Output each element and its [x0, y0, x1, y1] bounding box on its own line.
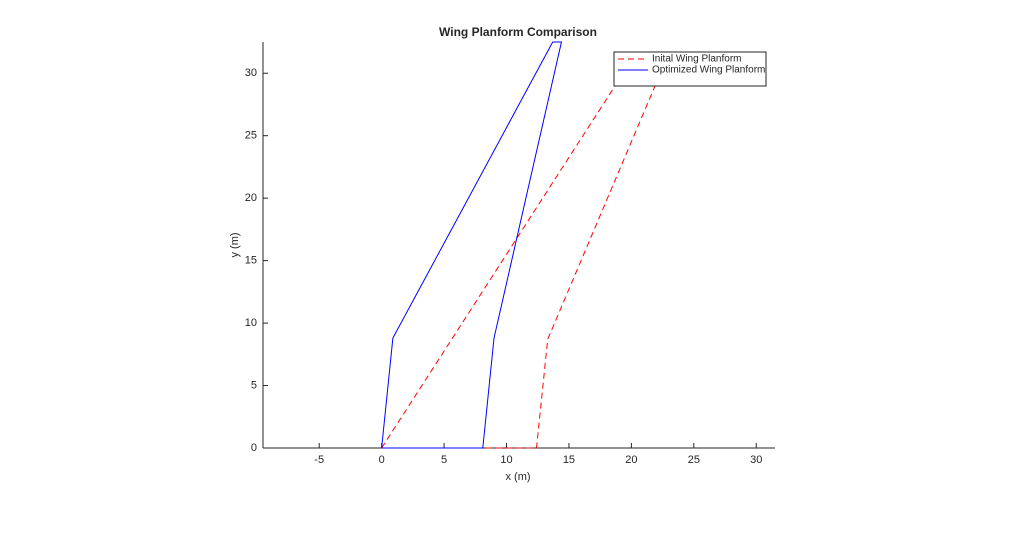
x-tick-label: 20	[625, 454, 637, 466]
series-line	[381, 41, 563, 449]
x-tick-label: 30	[750, 454, 762, 466]
y-tick-label: 20	[245, 192, 257, 204]
legend-label: Inital Wing Planform	[652, 54, 741, 65]
x-tick-label: 5	[441, 454, 447, 466]
y-tick-label: 0	[251, 442, 257, 454]
y-tick-label: 15	[245, 255, 257, 267]
series-line	[381, 85, 656, 449]
y-axis-label: y (m)	[229, 232, 241, 257]
x-tick-label: -5	[314, 454, 324, 466]
chart-title: Wing Planform Comparison	[439, 25, 597, 39]
y-tick-label: 10	[245, 317, 257, 329]
x-tick-label: 10	[500, 454, 512, 466]
x-axis-label: x (m)	[505, 471, 530, 483]
legend-label: Optimized Wing Planform	[652, 65, 765, 76]
y-tick-label: 30	[245, 67, 257, 79]
legend-box	[613, 51, 767, 87]
x-tick-label: 0	[379, 454, 385, 466]
x-tick-label: 15	[563, 454, 575, 466]
x-tick-label: 25	[688, 454, 700, 466]
y-tick-label: 25	[245, 130, 257, 142]
y-tick-label: 5	[251, 379, 257, 391]
